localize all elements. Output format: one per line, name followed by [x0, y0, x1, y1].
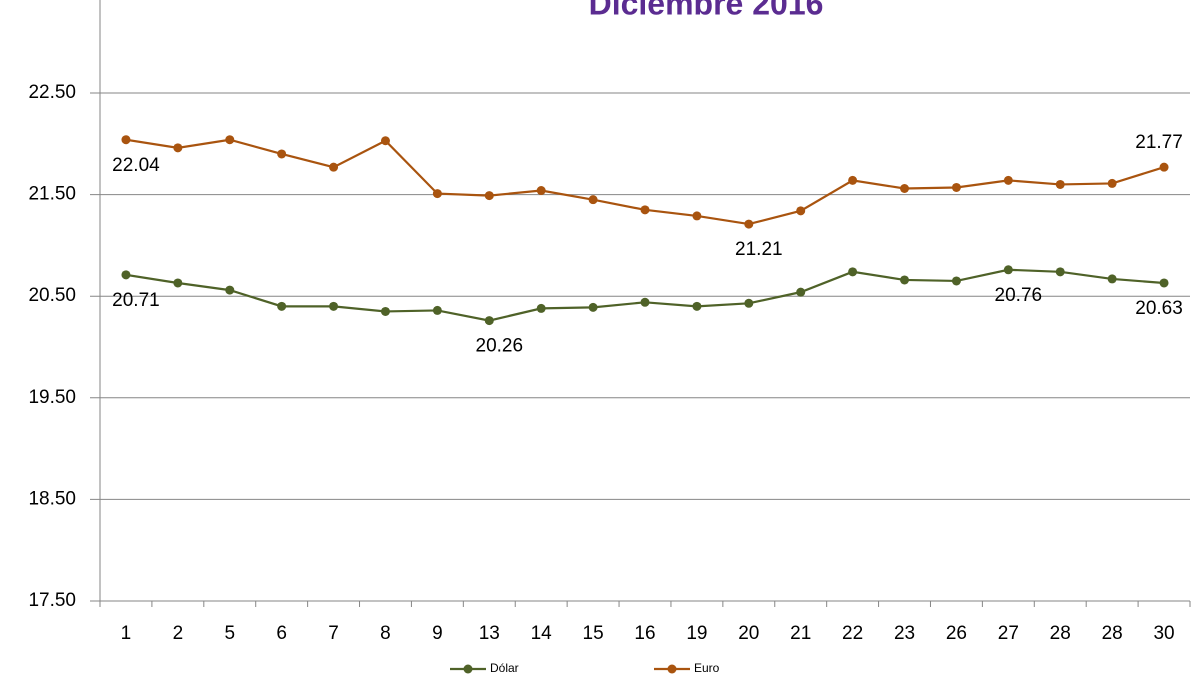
marker	[277, 149, 287, 159]
x-tick-label: 8	[380, 623, 391, 644]
marker	[484, 316, 494, 326]
marker	[536, 186, 546, 196]
x-tick-label: 7	[328, 623, 339, 644]
marker	[225, 135, 235, 145]
x-tick-label: 16	[634, 623, 655, 644]
marker	[951, 182, 961, 192]
x-tick-label: 13	[479, 623, 500, 644]
marker	[432, 305, 442, 315]
marker	[900, 275, 910, 285]
data-label: 20.63	[1135, 298, 1183, 319]
marker	[1107, 274, 1117, 284]
y-tick-label: 19.50	[28, 387, 76, 408]
x-tick-label: 30	[1153, 623, 1174, 644]
marker	[848, 267, 858, 277]
marker	[380, 306, 390, 316]
marker	[588, 195, 598, 205]
marker	[484, 191, 494, 201]
x-tick-label: 14	[531, 623, 553, 644]
x-tick-label: 28	[1102, 623, 1123, 644]
marker	[744, 219, 754, 229]
marker	[121, 270, 131, 280]
marker	[744, 298, 754, 308]
marker	[848, 175, 858, 185]
marker	[1159, 162, 1169, 172]
marker	[692, 301, 702, 311]
marker	[1055, 179, 1065, 189]
marker	[121, 135, 131, 145]
x-tick-label: 27	[998, 623, 1019, 644]
marker	[588, 302, 598, 312]
marker	[380, 136, 390, 146]
marker	[796, 287, 806, 297]
marker	[796, 206, 806, 216]
marker	[1055, 267, 1065, 277]
x-tick-label: 22	[842, 623, 863, 644]
marker	[1159, 278, 1169, 288]
x-tick-label: 6	[276, 623, 287, 644]
data-label: 20.76	[995, 285, 1043, 306]
x-tick-label: 28	[1050, 623, 1071, 644]
x-tick-label: 23	[894, 623, 915, 644]
marker	[173, 278, 183, 288]
x-tick-label: 1	[121, 623, 132, 644]
marker	[640, 205, 650, 215]
data-label: 21.77	[1135, 132, 1183, 153]
x-tick-label: 9	[432, 623, 443, 644]
legend-marker	[667, 664, 677, 674]
x-tick-label: 20	[738, 623, 759, 644]
marker	[900, 184, 910, 194]
marker	[173, 143, 183, 153]
y-tick-label: 18.50	[28, 488, 76, 509]
x-tick-label: 21	[790, 623, 811, 644]
y-tick-label: 17.50	[28, 590, 76, 611]
data-label: 21.21	[735, 239, 783, 260]
marker	[536, 303, 546, 313]
marker	[329, 162, 339, 172]
x-tick-label: 2	[173, 623, 184, 644]
chart-title: Diciembre 2016	[589, 0, 824, 21]
data-label: 20.26	[476, 336, 524, 357]
y-tick-label: 22.50	[28, 82, 76, 103]
marker	[1003, 265, 1013, 275]
marker	[640, 297, 650, 307]
y-tick-label: 21.50	[28, 184, 76, 205]
x-tick-label: 5	[224, 623, 235, 644]
y-tick-label: 20.50	[28, 285, 76, 306]
data-label: 22.04	[112, 155, 160, 176]
marker	[951, 276, 961, 286]
marker	[432, 189, 442, 199]
marker	[1107, 178, 1117, 188]
marker	[277, 301, 287, 311]
x-tick-label: 19	[686, 623, 707, 644]
legend-marker	[463, 664, 473, 674]
marker	[225, 285, 235, 295]
x-tick-label: 26	[946, 623, 967, 644]
legend-label: Euro	[694, 661, 720, 675]
legend-label: Dólar	[490, 661, 519, 675]
marker	[1003, 175, 1013, 185]
marker	[692, 211, 702, 221]
marker	[329, 301, 339, 311]
data-label: 20.71	[112, 290, 160, 311]
x-tick-label: 15	[583, 623, 604, 644]
